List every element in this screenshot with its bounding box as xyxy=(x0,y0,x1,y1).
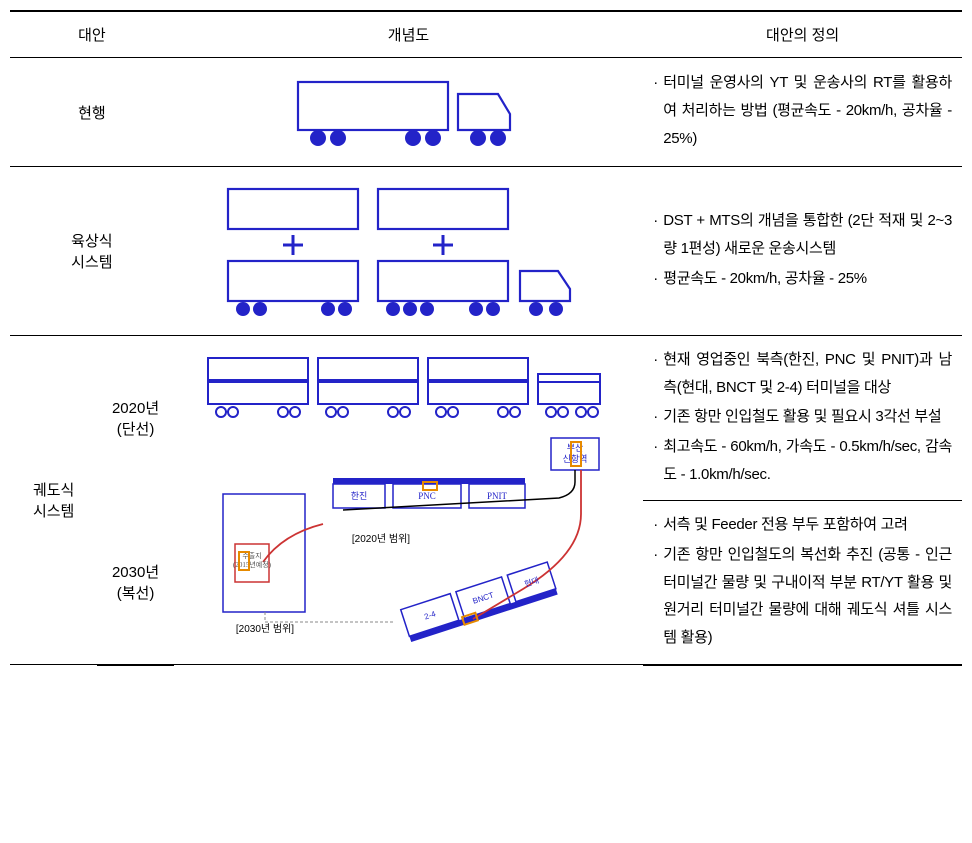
header-alt: 대안 xyxy=(10,11,174,58)
train-icon xyxy=(203,346,613,426)
svg-text:PNIT: PNIT xyxy=(487,491,508,501)
double-stack-icon xyxy=(218,181,598,321)
svg-text:신항역: 신항역 xyxy=(563,454,588,464)
svg-text:한진: 한진 xyxy=(351,491,368,501)
row3-def2: ·서측 및 Feeder 전용 부두 포함하여 고려 ·기존 항만 인입철도의 … xyxy=(643,501,962,665)
row3-def1: ·현재 영업중인 북측(한진, PNC 및 PNIT)과 남측(현대, BNCT… xyxy=(643,336,962,501)
row1-def: ·터미널 운영사의 YT 및 운송사의 RT를 활용하여 처리하는 방법 (평균… xyxy=(643,58,962,167)
row2-def: ·DST + MTS의 개념을 통합한 (2단 적재 및 2~3량 1편성) 새… xyxy=(643,167,962,336)
row3-sub1: 2020년 (단선) xyxy=(97,336,173,501)
header-def: 대안의 정의 xyxy=(643,11,962,58)
svg-text:[2020년 범위]: [2020년 범위] xyxy=(352,532,410,545)
row3-diagram: 부산신항역 한진 PNC PNIT 수출지 (2015년예정) 2-4 BNCT… xyxy=(174,336,643,665)
row1-diagram xyxy=(174,58,643,167)
row1-alt: 현행 xyxy=(10,58,174,167)
row2-diagram xyxy=(174,167,643,336)
svg-text:PNC: PNC xyxy=(419,491,437,501)
port-map-icon: 부산신항역 한진 PNC PNIT 수출지 (2015년예정) 2-4 BNCT… xyxy=(203,434,613,654)
truck-icon xyxy=(278,72,538,152)
row2-alt: 육상식 시스템 xyxy=(10,167,174,336)
row3-sub2: 2030년 (복선) xyxy=(97,501,173,665)
comparison-table: 대안 개념도 대안의 정의 현행 xyxy=(10,10,962,666)
row3-alt: 궤도식 시스템 xyxy=(10,336,97,665)
svg-text:[2030년 범위]: [2030년 범위] xyxy=(236,622,294,635)
header-diagram: 개념도 xyxy=(174,11,643,58)
